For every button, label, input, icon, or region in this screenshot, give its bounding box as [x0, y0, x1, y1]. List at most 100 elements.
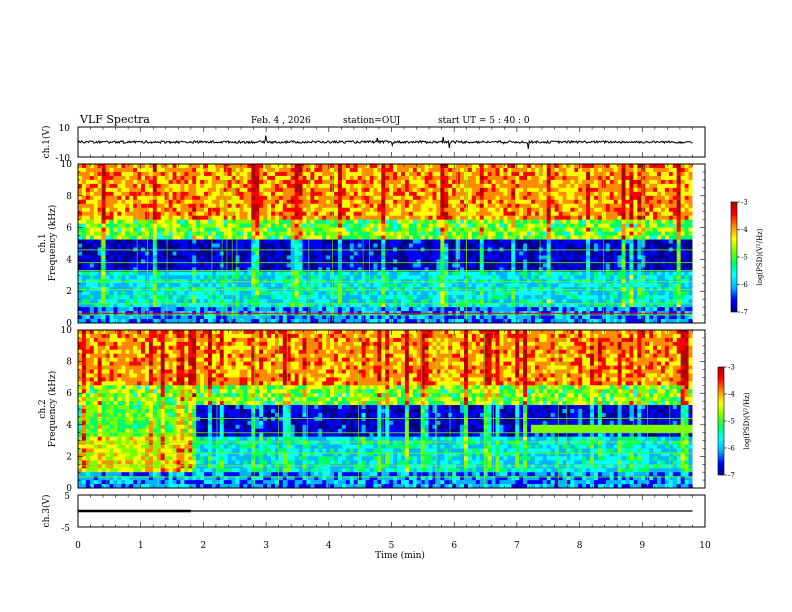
- spectrogram-cell: [172, 283, 177, 288]
- spectrogram-cell: [278, 295, 284, 300]
- spectrogram-cell: [381, 183, 386, 189]
- spectrogram-cell: [78, 239, 83, 244]
- spectrogram-cell: [412, 283, 418, 288]
- spectrogram-cell: [511, 295, 516, 300]
- spectrogram-cell: [259, 175, 264, 181]
- spectrogram-cell: [491, 183, 496, 189]
- spectrogram-cell: [125, 255, 130, 260]
- spectrogram-cell: [188, 211, 193, 217]
- spectrogram-cell: [294, 283, 299, 288]
- spectrogram-cell: [267, 307, 272, 312]
- spectrogram-cell: [428, 291, 433, 296]
- spectrogram-cell: [137, 255, 142, 260]
- spectrogram-cell: [416, 275, 422, 280]
- spectrogram-cell: [89, 179, 95, 185]
- spectrogram-cell: [255, 175, 260, 181]
- spectrogram-cell: [78, 223, 83, 228]
- spectrogram-cell: [211, 275, 217, 280]
- spectrogram-cell: [507, 239, 512, 244]
- spectrogram-cell: [117, 303, 122, 308]
- spectrogram-cell: [550, 191, 556, 197]
- spectrogram-cell: [148, 207, 154, 213]
- spectrogram-cell: [85, 199, 91, 205]
- spectrogram-cell: [247, 255, 252, 260]
- spectrogram-cell: [519, 239, 524, 244]
- spectrogram-cell: [211, 187, 217, 193]
- spectrogram-cell: [298, 167, 303, 173]
- spectrogram-cell: [345, 303, 351, 308]
- spectrogram-cell: [385, 259, 390, 264]
- spectrogram-cell: [365, 207, 370, 213]
- spectrogram-cell: [121, 291, 126, 296]
- spectrogram-cell: [554, 231, 559, 236]
- spectrogram-cell: [523, 199, 528, 205]
- spectrogram-cell: [538, 275, 544, 280]
- spectrogram-cell: [507, 243, 512, 248]
- spectrogram-cell: [310, 175, 315, 181]
- spectrogram-cell: [278, 171, 284, 177]
- spectrogram-cell: [278, 235, 284, 240]
- spectrogram-cell: [408, 231, 414, 236]
- spectrogram-cell: [207, 211, 213, 217]
- spectrogram-cell: [184, 307, 189, 312]
- spectrogram-cell: [322, 255, 327, 260]
- spectrogram-cell: [523, 267, 528, 272]
- spectrogram-cell: [448, 164, 453, 169]
- spectrogram-cell: [314, 283, 319, 288]
- spectrogram-cell: [259, 219, 264, 225]
- spectrogram-cell: [369, 164, 374, 169]
- spectrogram-cell: [184, 315, 189, 320]
- spectrogram-cell: [81, 167, 87, 173]
- spectrogram-cell: [290, 207, 296, 213]
- spectrogram-cell: [243, 263, 248, 268]
- spectrogram-cell: [507, 267, 512, 272]
- spectrogram-cell: [527, 239, 532, 244]
- spectrogram-cell: [259, 195, 264, 201]
- spectrogram-cell: [416, 259, 422, 264]
- spectrogram-cell: [121, 183, 126, 189]
- spectrogram-cell: [448, 275, 453, 280]
- spectrogram-cell: [369, 263, 374, 268]
- spectrogram-cell: [550, 223, 556, 228]
- spectrogram-cell: [345, 283, 351, 288]
- spectrogram-cell: [121, 227, 126, 232]
- spectrogram-cell: [109, 207, 114, 213]
- spectrogram-cell: [499, 223, 504, 228]
- spectrogram-cell: [239, 223, 244, 228]
- spectrogram-cell: [278, 263, 284, 268]
- spectrogram-cell: [440, 183, 445, 189]
- spectrogram-cell: [97, 267, 103, 272]
- spectrogram-cell: [538, 183, 544, 189]
- spectrogram-cell: [487, 259, 492, 264]
- spectrogram-cell: [318, 267, 323, 272]
- spectrogram-cell: [495, 183, 500, 189]
- spectrogram-cell: [408, 203, 414, 209]
- spectrogram-cell: [78, 319, 83, 324]
- spectrogram-cell: [385, 164, 390, 169]
- spectrogram-cell: [467, 263, 473, 268]
- spectrogram-cell: [483, 243, 489, 248]
- spectrogram-cell: [420, 167, 426, 173]
- spectrogram-cell: [137, 263, 142, 268]
- spectrogram-cell: [400, 267, 406, 272]
- spectrogram-cell: [475, 307, 481, 312]
- spectrogram-cell: [448, 299, 453, 304]
- spectrogram-cell: [365, 187, 370, 193]
- spectrogram-cell: [326, 299, 331, 304]
- spectrogram-cell: [211, 207, 217, 213]
- spectrogram-cell: [286, 195, 292, 201]
- spectrogram-cell: [495, 235, 500, 240]
- spectrogram-cell: [507, 211, 512, 217]
- spectrogram-cell: [365, 259, 370, 264]
- spectrogram-cell: [495, 191, 500, 197]
- spectrogram-cell: [373, 251, 378, 256]
- spectrogram-cell: [251, 255, 256, 260]
- spectrogram-cell: [357, 251, 362, 256]
- spectrogram-cell: [456, 315, 461, 320]
- spectrogram-cell: [251, 227, 256, 232]
- spectrogram-cell: [85, 211, 91, 217]
- spectrogram-cell: [251, 259, 256, 264]
- spectrogram-cell: [436, 271, 441, 276]
- spectrogram-cell: [172, 223, 177, 228]
- spectrogram-cell: [389, 295, 394, 300]
